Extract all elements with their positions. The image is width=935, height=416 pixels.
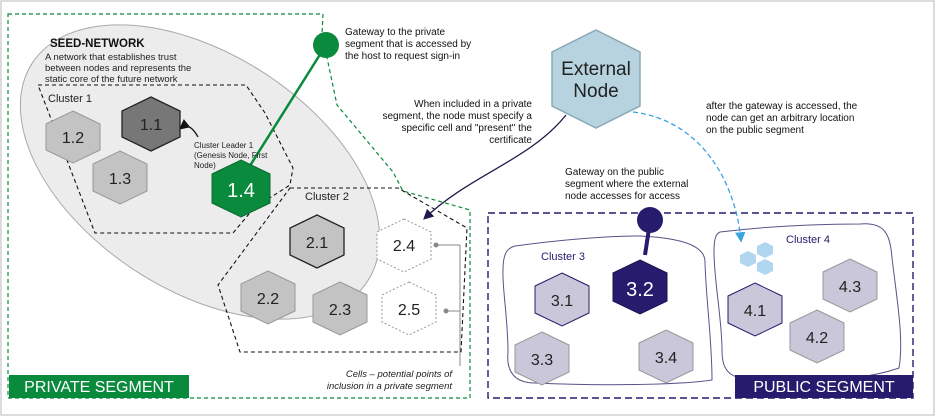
node-2-1-label: 2.1 <box>306 235 328 252</box>
public-gateway-note-2: segment where the external <box>565 179 688 190</box>
node-3-4 <box>638 329 694 384</box>
external-node-hex <box>551 29 641 129</box>
node-4-2-label: 4.2 <box>806 330 828 347</box>
node-3-2 <box>612 259 668 315</box>
private-gateway-note-3: the host to request sign-in <box>345 51 460 62</box>
node-4-3 <box>822 258 878 313</box>
node-2-1 <box>289 214 345 269</box>
cluster2-label: Cluster 2 <box>305 191 349 203</box>
node-2-2-label: 2.2 <box>257 291 279 308</box>
public-access-note-3: on the public segment <box>706 125 804 136</box>
public-segment-label-bg <box>735 375 913 398</box>
cell-2-5 <box>381 281 437 336</box>
external-to-public-arrow <box>632 111 746 243</box>
private-segment-label: PRIVATE SEGMENT <box>24 379 174 396</box>
node-4-1 <box>727 282 783 337</box>
node-1-3-label: 1.3 <box>109 171 131 188</box>
private-gateway-note-2: segment that is accessed by <box>345 39 471 50</box>
private-include-note-3: specific cell and "present" the <box>401 123 532 134</box>
external-to-cell-arrow <box>423 114 567 220</box>
cluster3-boundary <box>502 235 713 386</box>
leader-note-2: (Genesis Node, First <box>194 151 268 160</box>
private-include-note-4: certificate <box>489 135 532 146</box>
node-1-2-label: 1.2 <box>62 130 84 147</box>
private-include-note-2: segment, the node must specify a <box>382 111 532 122</box>
node-4-3-label: 4.3 <box>839 279 861 296</box>
external-node-label-1: External <box>561 59 631 80</box>
private-gateway-link <box>239 44 328 181</box>
node-1-4-label: 1.4 <box>227 180 255 202</box>
public-gateway-note-3: node accesses for access <box>565 191 680 202</box>
cluster1-boundary <box>37 84 294 234</box>
public-access-note-1: after the gateway is accessed, the <box>706 101 858 112</box>
node-1-3 <box>92 150 148 205</box>
node-3-1 <box>534 272 590 327</box>
node-3-3 <box>514 331 570 386</box>
node-1-1-label: 1.1 <box>140 117 162 134</box>
private-gateway-circle <box>313 32 339 58</box>
node-2-3-label: 2.3 <box>329 302 351 319</box>
cluster3-label: Cluster 3 <box>541 251 585 263</box>
cell-2-5-label: 2.5 <box>398 302 420 319</box>
leader-note-1: Cluster Leader 1 <box>194 141 254 150</box>
node-4-2 <box>789 309 845 364</box>
cluster4-label: Cluster 4 <box>786 234 830 246</box>
node-3-4-label: 3.4 <box>655 350 677 367</box>
seed-network-title: SEED-NETWORK <box>50 38 145 50</box>
cell-connector-dot-24 <box>433 242 439 248</box>
cells-note-1: Cells – potential points of <box>346 369 454 380</box>
node-2-3 <box>312 281 368 336</box>
leader-arrow <box>178 119 199 138</box>
private-gateway-note-1: Gateway to the private <box>345 27 445 38</box>
cells-note-2: inclusion in a private segment <box>327 381 453 392</box>
seed-network-desc-2: between nodes and represents the <box>45 63 191 74</box>
leader-note-3: Node) <box>194 161 216 170</box>
node-1-1 <box>121 96 181 152</box>
public-segment-label: PUBLIC SEGMENT <box>753 379 895 396</box>
node-1-4 <box>211 159 271 218</box>
private-segment-label-bg <box>9 375 189 398</box>
node-4-1-label: 4.1 <box>744 303 766 320</box>
seed-network-desc-1: A network that establishes trust <box>45 52 177 63</box>
cell-2-4 <box>376 218 432 273</box>
arbitrary-location-cells <box>740 242 773 275</box>
node-1-2 <box>45 110 101 164</box>
public-access-note-2: node can get an arbitrary location <box>706 113 854 124</box>
public-gateway-circle <box>637 207 663 233</box>
seed-network-desc-3: static core of the future network <box>45 74 178 85</box>
cluster2-boundary <box>217 187 468 353</box>
node-3-3-label: 3.3 <box>531 352 553 369</box>
private-segment-boundary <box>7 13 471 399</box>
cell-2-4-label: 2.4 <box>393 238 415 255</box>
node-3-1-label: 3.1 <box>551 293 573 310</box>
private-include-note-1: When included in a private <box>414 99 532 110</box>
public-gateway-note-1: Gateway on the public <box>565 167 664 178</box>
cluster1-label: Cluster 1 <box>48 93 92 105</box>
cell-connector-dot-25 <box>443 308 449 314</box>
node-3-2-label: 3.2 <box>626 279 654 301</box>
external-node-label-2: Node <box>573 81 618 102</box>
node-2-2 <box>240 270 296 325</box>
